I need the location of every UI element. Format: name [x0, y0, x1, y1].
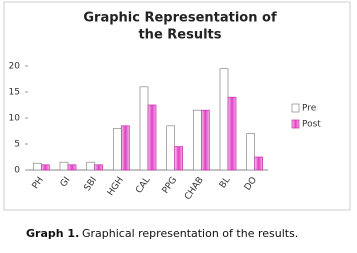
bar: [86, 161, 96, 171]
bar: [147, 104, 157, 171]
bar: [32, 162, 42, 171]
x-tick-label: GI: [59, 175, 73, 189]
legend-swatch: [291, 119, 300, 129]
bar: [112, 128, 122, 171]
bar: [246, 133, 256, 171]
bar: [139, 86, 149, 171]
y-tick-label: 5: [14, 140, 20, 150]
bar: [192, 109, 202, 171]
bar: [219, 68, 229, 171]
bar: [200, 109, 210, 171]
bar: [67, 164, 77, 171]
bar: [166, 125, 176, 171]
y-tick-label: 10: [9, 114, 21, 124]
y-tick-label: 15: [9, 88, 20, 98]
bar: [227, 96, 237, 171]
bar: [120, 125, 130, 171]
caption-label: Graph 1.: [26, 227, 79, 240]
caption-text: Graphical representation of the results.: [82, 227, 298, 240]
y-tick-label: 20: [9, 62, 21, 72]
y-tick-label: 0: [14, 166, 20, 176]
legend-label: Pre: [302, 104, 317, 114]
bar: [94, 164, 104, 171]
bar: [59, 161, 69, 171]
bar: [254, 156, 264, 171]
chart-title: the Results: [138, 28, 221, 43]
bar: [174, 146, 184, 171]
chart-title: Graphic Representation of: [83, 11, 277, 26]
legend-swatch: [291, 103, 300, 113]
legend-label: Post: [302, 120, 321, 130]
bar: [40, 164, 50, 171]
